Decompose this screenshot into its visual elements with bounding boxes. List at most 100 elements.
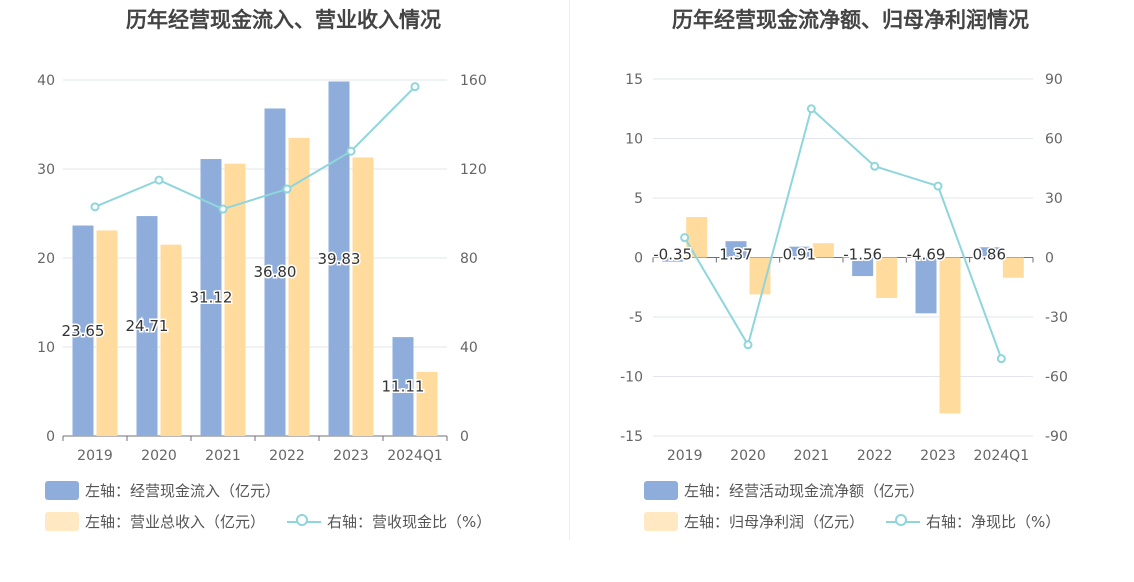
chart-title: 历年经营现金流入、营业收入情况 [126,8,441,32]
legend-swatch [644,481,678,500]
legend-item[interactable]: 右轴：营收现金比（%） [287,511,491,532]
y-tick-label-left: 5 [634,191,643,207]
bar [224,163,246,436]
data-label: 31.12 [190,289,233,307]
x-tick-label: 2020 [141,448,177,464]
legend-row-1: 左轴：经营活动现金流净额（亿元） [644,480,946,501]
legend-row-2: 左轴：归母净利润（亿元） 右轴：净现比（%） [644,511,1082,532]
y-tick-label-right: 0 [460,429,469,445]
bar [812,243,834,258]
legend-label: 左轴：经营活动现金流净额（亿元） [684,482,925,500]
y-tick-label-left: 0 [46,429,55,445]
line-point [218,204,228,214]
x-tick-label: 2022 [857,448,893,464]
bar [915,257,937,314]
x-tick-label: 2024Q1 [387,448,443,464]
bar [392,337,414,436]
bar [662,257,684,262]
bar [939,257,961,414]
chart-plot-cash-inflow: 0 10 20 30 40 0 40 80 120 160 2019 2020 2021 2022 2023… [37,73,487,464]
y-tick-label-right: 60 [1045,132,1063,148]
data-label: 11.11 [382,378,425,396]
legend-swatch [644,512,678,531]
bar [876,257,898,298]
y-tick-label-left: 30 [37,162,55,178]
y-tick-label-left: 10 [625,132,643,148]
data-label: 0.86 [973,246,1006,264]
data-label: 36.80 [254,263,297,281]
legend-swatch [45,481,79,500]
y-tick-label-right: -90 [1045,429,1068,445]
legend-label: 左轴：经营现金流入（亿元） [85,482,281,500]
y-tick-label-left: 15 [625,72,643,88]
x-tick-label: 2019 [77,448,113,464]
y-tick-label-left: -10 [620,370,643,386]
legend-item[interactable]: 左轴：归母净利润（亿元） [644,511,864,532]
legend-label: 右轴：营收现金比（%） [327,513,492,531]
legend-line-swatch [287,512,322,531]
data-label: -1.56 [843,246,882,264]
chart-plot-net-cash: -15 -10 -5 0 5 10 15 -90 -60 -30 0 30 60 90 2019 2020 20… [620,72,1068,464]
y-tick-label-right: -30 [1045,310,1068,326]
y-tick-label-left: 40 [37,73,55,89]
chart-title: 历年经营现金流净额、归母净利润情况 [672,8,1029,32]
legend-item[interactable]: 左轴：经营现金流入（亿元） [45,480,280,501]
bar [749,257,771,295]
line-point [806,104,816,114]
chart-panel-left: 历年经营现金流入、营业收入情况 0 10 20 30 40 0 40 80 120 160 2019… [37,8,513,532]
legend-item[interactable]: 左轴：营业总收入（亿元） [45,511,265,532]
x-tick-label: 2020 [730,448,766,464]
data-label: 23.65 [62,322,105,340]
data-label: 0.91 [783,246,816,264]
x-tick-label: 2023 [920,448,956,464]
line-point [90,202,100,212]
series-line [94,85,416,211]
x-tick-label: 2021 [794,448,830,464]
y-tick-label-right: 120 [460,162,487,178]
x-tick-label: 2021 [205,448,241,464]
y-tick-label-right: -60 [1045,370,1068,386]
y-tick-label-right: 40 [460,340,478,356]
bar [200,159,222,437]
bar [725,241,747,258]
legend-row-2: 左轴：营业总收入（亿元） 右轴：营收现金比（%） [45,511,513,532]
bar [352,157,374,436]
panel-divider [569,0,570,540]
legend-label: 左轴：归母净利润（亿元） [684,513,865,531]
y-tick-label-left: 0 [634,251,643,267]
y-tick-label-left: 10 [37,340,55,356]
legend-row-1: 左轴：经营现金流入（亿元） [45,480,302,501]
bar [288,137,310,436]
y-tick-label-right: 80 [460,251,478,267]
data-label: 1.37 [719,246,752,264]
data-label: 24.71 [126,317,169,335]
bar [328,81,350,436]
bar [852,257,874,277]
legend-item[interactable]: 右轴：净现比（%） [886,511,1060,532]
y-tick-label-left: -5 [629,310,643,326]
x-tick-label: 2024Q1 [974,448,1030,464]
line-point [933,181,943,191]
y-tick-label-right: 90 [1045,72,1063,88]
x-tick-label: 2019 [667,448,703,464]
y-tick-label-right: 160 [460,73,487,89]
x-tick-label: 2023 [333,448,369,464]
bar [978,247,1000,258]
legend-line-swatch [886,512,921,531]
line-point [743,340,753,350]
y-tick-label-right: 0 [1045,251,1054,267]
bar [416,371,438,436]
line-point [346,146,356,156]
line-point [680,233,690,243]
bar [1002,257,1024,278]
bar [136,216,158,436]
legend-item[interactable]: 左轴：经营活动现金流净额（亿元） [644,480,924,501]
x-tick-label: 2022 [269,448,305,464]
line-point [154,175,164,185]
bar [96,230,118,436]
data-label: -0.35 [653,246,692,264]
line-point [410,82,420,92]
line-point [996,354,1006,364]
data-label: -4.69 [907,246,946,264]
bar [788,246,810,258]
